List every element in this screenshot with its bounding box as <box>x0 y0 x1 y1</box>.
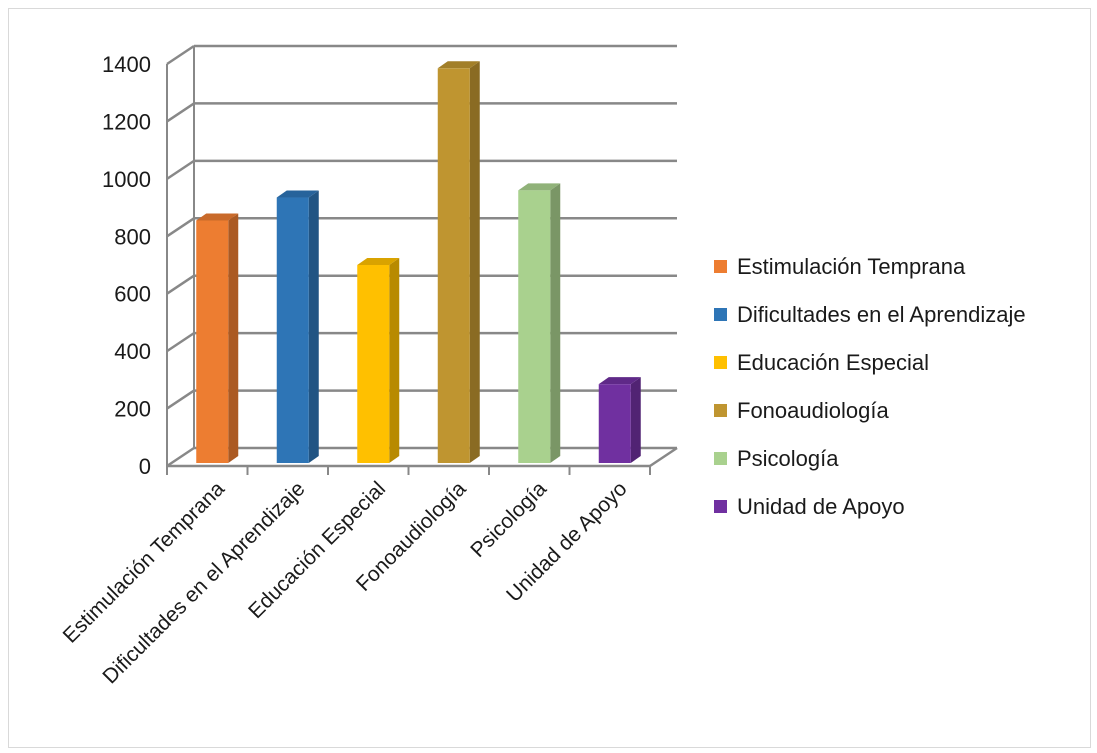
bar <box>437 61 480 464</box>
y-tick-label: 1400 <box>102 52 151 77</box>
y-tick-label: 200 <box>114 397 151 422</box>
x-tick-label: Psicología <box>466 477 551 562</box>
bar <box>598 377 641 463</box>
legend-swatch <box>714 356 727 369</box>
y-tick-label: 400 <box>114 339 151 364</box>
bar-front <box>196 220 229 463</box>
bar-top <box>276 190 319 198</box>
x-tick-label: Educación Especial <box>244 477 390 623</box>
legend-swatch <box>714 500 727 513</box>
legend-entry: Educación Especial <box>714 350 929 375</box>
y-tick-label: 800 <box>114 224 151 249</box>
legend-swatch <box>714 452 727 465</box>
y-tick-label: 1000 <box>102 167 151 192</box>
gridline-side <box>166 102 195 123</box>
bar-side <box>308 190 319 463</box>
bar-side <box>389 258 400 463</box>
bar <box>276 190 319 463</box>
bar-front <box>276 197 309 463</box>
grid-layer <box>166 44 678 475</box>
bar <box>196 213 239 463</box>
bar-side <box>550 183 561 464</box>
gridline-side <box>166 446 195 468</box>
bar <box>518 183 561 464</box>
bar-side <box>469 61 480 464</box>
bar-top <box>357 258 400 265</box>
legend-label: Fonoaudiología <box>737 398 889 423</box>
bar-front <box>598 384 631 463</box>
gridline-side <box>166 332 195 353</box>
floor-right-edge <box>649 446 678 468</box>
legend-entry: Unidad de Apoyo <box>714 494 905 519</box>
bar-side <box>228 213 239 463</box>
gridline-side <box>166 159 195 180</box>
y-tick-label: 0 <box>139 454 151 479</box>
legend: Estimulación Temprana Dificultades en el … <box>714 254 1026 519</box>
gridline-side <box>166 44 195 66</box>
y-tick-label: 1200 <box>102 109 151 134</box>
legend-entry: Estimulación Temprana <box>714 254 966 279</box>
bar-top <box>598 377 641 385</box>
legend-swatch <box>714 308 727 321</box>
legend-swatch <box>714 404 727 417</box>
legend-label: Unidad de Apoyo <box>737 494 905 519</box>
y-tick-label: 600 <box>114 282 151 307</box>
bar-top <box>518 183 561 191</box>
x-tick-label: Estimulación Temprana <box>59 477 230 648</box>
gridline-side <box>166 217 195 238</box>
bars <box>196 61 641 464</box>
gridline-side <box>166 274 195 295</box>
bar-top <box>196 213 239 221</box>
bar-front <box>437 68 470 464</box>
legend-entry: Fonoaudiología <box>714 398 889 423</box>
legend-label: Educación Especial <box>737 350 929 375</box>
legend-entry: Psicología <box>714 446 839 471</box>
legend-entry: Dificultades en el Aprendizaje <box>714 302 1026 327</box>
bar-front <box>357 265 390 463</box>
bar-front <box>518 190 551 464</box>
legend-label: Estimulación Temprana <box>737 254 966 279</box>
bar-top <box>437 61 480 69</box>
legend-label: Dificultades en el Aprendizaje <box>737 302 1026 327</box>
legend-swatch <box>714 260 727 273</box>
legend-label: Psicología <box>737 446 839 471</box>
gridline-side <box>166 389 195 410</box>
bar <box>357 258 400 463</box>
y-axis-ticks: 0 200 400 600 800 1000 1200 1400 <box>102 52 151 479</box>
bar-side <box>630 377 641 463</box>
